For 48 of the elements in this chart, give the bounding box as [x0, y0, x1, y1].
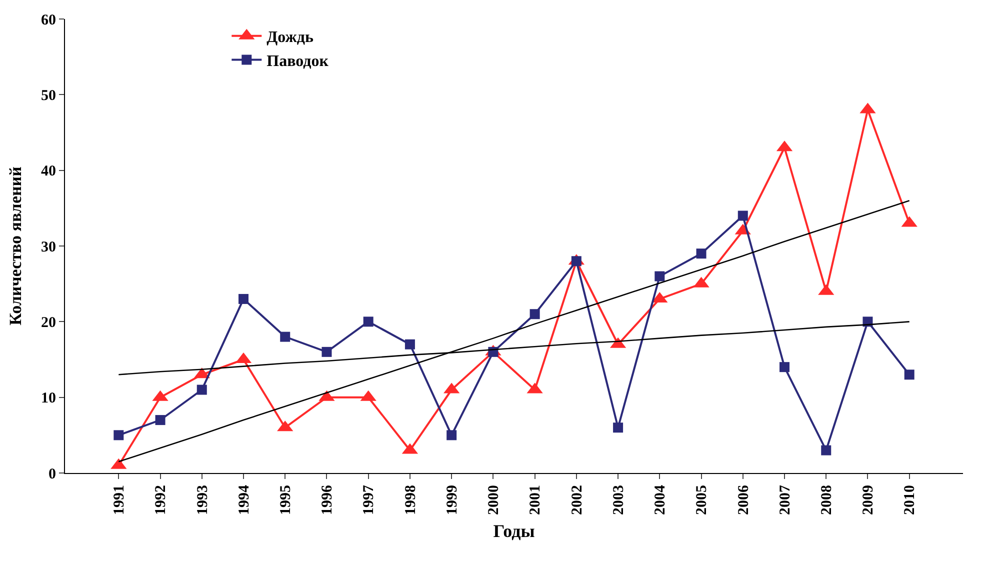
x-tick-label: 1991 [112, 485, 128, 515]
y-tick-label: 40 [41, 164, 56, 180]
point [155, 415, 166, 426]
y-tick-label: 60 [41, 12, 56, 28]
point [738, 210, 748, 221]
legend-label: Паводок [266, 52, 330, 70]
x-tick-label: 2001 [528, 485, 544, 515]
y-axis-title: Количество явлений [6, 166, 25, 326]
x-tick-label: 1993 [194, 485, 211, 515]
y-tick-label: 50 [41, 88, 56, 104]
point [363, 316, 374, 327]
point [904, 370, 914, 380]
x-tick-label: 2006 [736, 484, 752, 515]
point [238, 294, 248, 304]
x-axis-title: Годы [493, 521, 535, 541]
x-tick-label: 2000 [486, 485, 502, 515]
x-tick-label: 1998 [402, 485, 419, 515]
point [780, 362, 790, 372]
x-tick-label: 1992 [153, 485, 170, 515]
point [530, 309, 540, 320]
x-tick-label: 2003 [610, 485, 627, 515]
point [696, 248, 706, 259]
x-tick-label: 2010 [902, 485, 918, 515]
point [280, 332, 290, 342]
x-tick-label: 1999 [444, 485, 460, 515]
point [114, 430, 124, 440]
y-tick-label: 20 [41, 314, 56, 331]
point [196, 384, 207, 395]
x-tick-label: 2008 [818, 485, 835, 515]
point [322, 346, 332, 357]
x-tick-label: 2007 [777, 484, 794, 515]
y-tick-label: 10 [41, 390, 56, 407]
y-tick-label: 0 [48, 466, 56, 482]
point [613, 422, 624, 433]
point [654, 271, 665, 282]
point [404, 339, 415, 350]
x-tick-label: 2002 [569, 485, 586, 515]
x-tick-label: 1996 [320, 484, 336, 515]
legend-label: Дождь [266, 29, 314, 46]
x-tick-label: 1995 [278, 485, 294, 515]
x-tick-label: 2009 [860, 485, 877, 515]
x-tick-label: 2005 [694, 485, 710, 515]
x-tick-label: 1997 [361, 484, 378, 515]
x-tick-label: 1994 [236, 484, 252, 515]
y-tick-label: 30 [41, 239, 56, 256]
point [446, 430, 457, 440]
point [821, 445, 832, 456]
x-tick-label: 2004 [652, 484, 669, 515]
